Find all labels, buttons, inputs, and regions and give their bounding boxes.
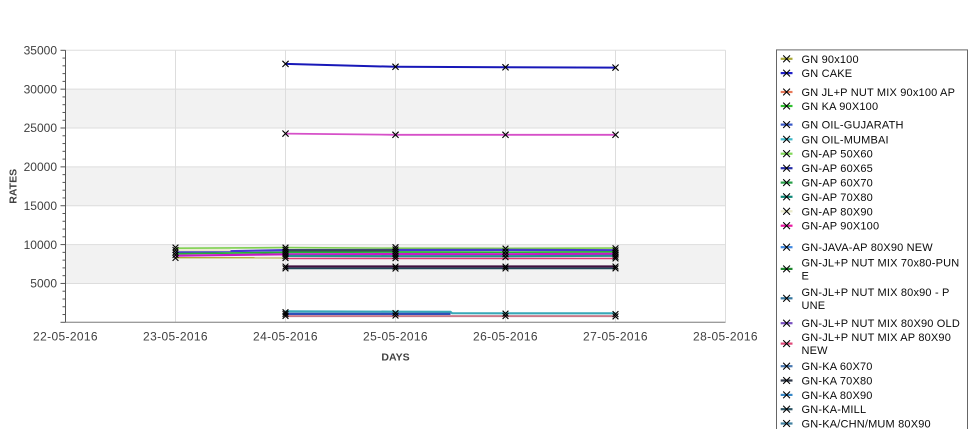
svg-text:26-05-2016: 26-05-2016 (473, 330, 538, 344)
svg-text:27-05-2016: 27-05-2016 (583, 330, 648, 344)
svg-text:GN-AP 80X90: GN-AP 80X90 (802, 206, 873, 218)
svg-text:30000: 30000 (24, 82, 58, 96)
svg-text:GN-AP 60X65: GN-AP 60X65 (802, 163, 873, 175)
svg-text:25000: 25000 (24, 121, 58, 135)
svg-text:GN OIL-GUJARATH: GN OIL-GUJARATH (802, 120, 904, 132)
svg-text:10000: 10000 (24, 238, 58, 252)
svg-text:GN-AP 60X70: GN-AP 60X70 (802, 178, 873, 190)
svg-text:GN JL+P NUT MIX 90x100 AP: GN JL+P NUT MIX 90x100 AP (802, 87, 956, 99)
svg-text:GN-KA 80X90: GN-KA 80X90 (802, 390, 873, 402)
svg-text:E: E (802, 270, 810, 282)
svg-text:GN OIL-MUMBAI: GN OIL-MUMBAI (802, 134, 889, 146)
svg-text:20000: 20000 (24, 160, 58, 174)
svg-text:GN KA 90X100: GN KA 90X100 (802, 101, 879, 113)
svg-text:GN-KA 60X70: GN-KA 60X70 (802, 361, 873, 373)
svg-text:GN-KA-MILL: GN-KA-MILL (802, 404, 867, 416)
svg-text:22-05-2016: 22-05-2016 (33, 330, 98, 344)
svg-text:GN-AP 70X80: GN-AP 70X80 (802, 192, 873, 204)
svg-text:GN-AP 90X100: GN-AP 90X100 (802, 221, 880, 233)
svg-text:GN-KA/CHN/MUM 80X90: GN-KA/CHN/MUM 80X90 (802, 419, 931, 429)
svg-text:5000: 5000 (30, 277, 57, 291)
svg-text:23-05-2016: 23-05-2016 (143, 330, 208, 344)
svg-text:GN-JL+P NUT MIX 70x80-PUN: GN-JL+P NUT MIX 70x80-PUN (802, 257, 960, 269)
svg-text:UNE: UNE (802, 300, 826, 312)
svg-text:GN CAKE: GN CAKE (802, 68, 853, 80)
svg-text:GN-JL+P NUT MIX 80x90 - P: GN-JL+P NUT MIX 80x90 - P (802, 287, 950, 299)
svg-text:GN 90x100: GN 90x100 (802, 54, 859, 66)
svg-text:GN-AP 50X60: GN-AP 50X60 (802, 149, 873, 161)
svg-text:NEW: NEW (802, 345, 829, 357)
svg-text:GN-JL+P NUT MIX 80X90 OLD: GN-JL+P NUT MIX 80X90 OLD (802, 318, 960, 330)
svg-text:GN-KA 70X80: GN-KA 70X80 (802, 376, 873, 388)
svg-text:15000: 15000 (24, 199, 58, 213)
svg-text:DAYS: DAYS (381, 351, 409, 363)
svg-text:RATES: RATES (8, 169, 20, 204)
svg-text:24-05-2016: 24-05-2016 (253, 330, 318, 344)
svg-text:GN-JL+P NUT MIX AP 80X90: GN-JL+P NUT MIX AP 80X90 (802, 332, 952, 344)
svg-text:28-05-2016: 28-05-2016 (693, 330, 758, 344)
svg-text:GN-JAVA-AP 80X90 NEW: GN-JAVA-AP 80X90 NEW (802, 242, 934, 254)
svg-text:35000: 35000 (24, 44, 58, 58)
svg-text:25-05-2016: 25-05-2016 (363, 330, 428, 344)
